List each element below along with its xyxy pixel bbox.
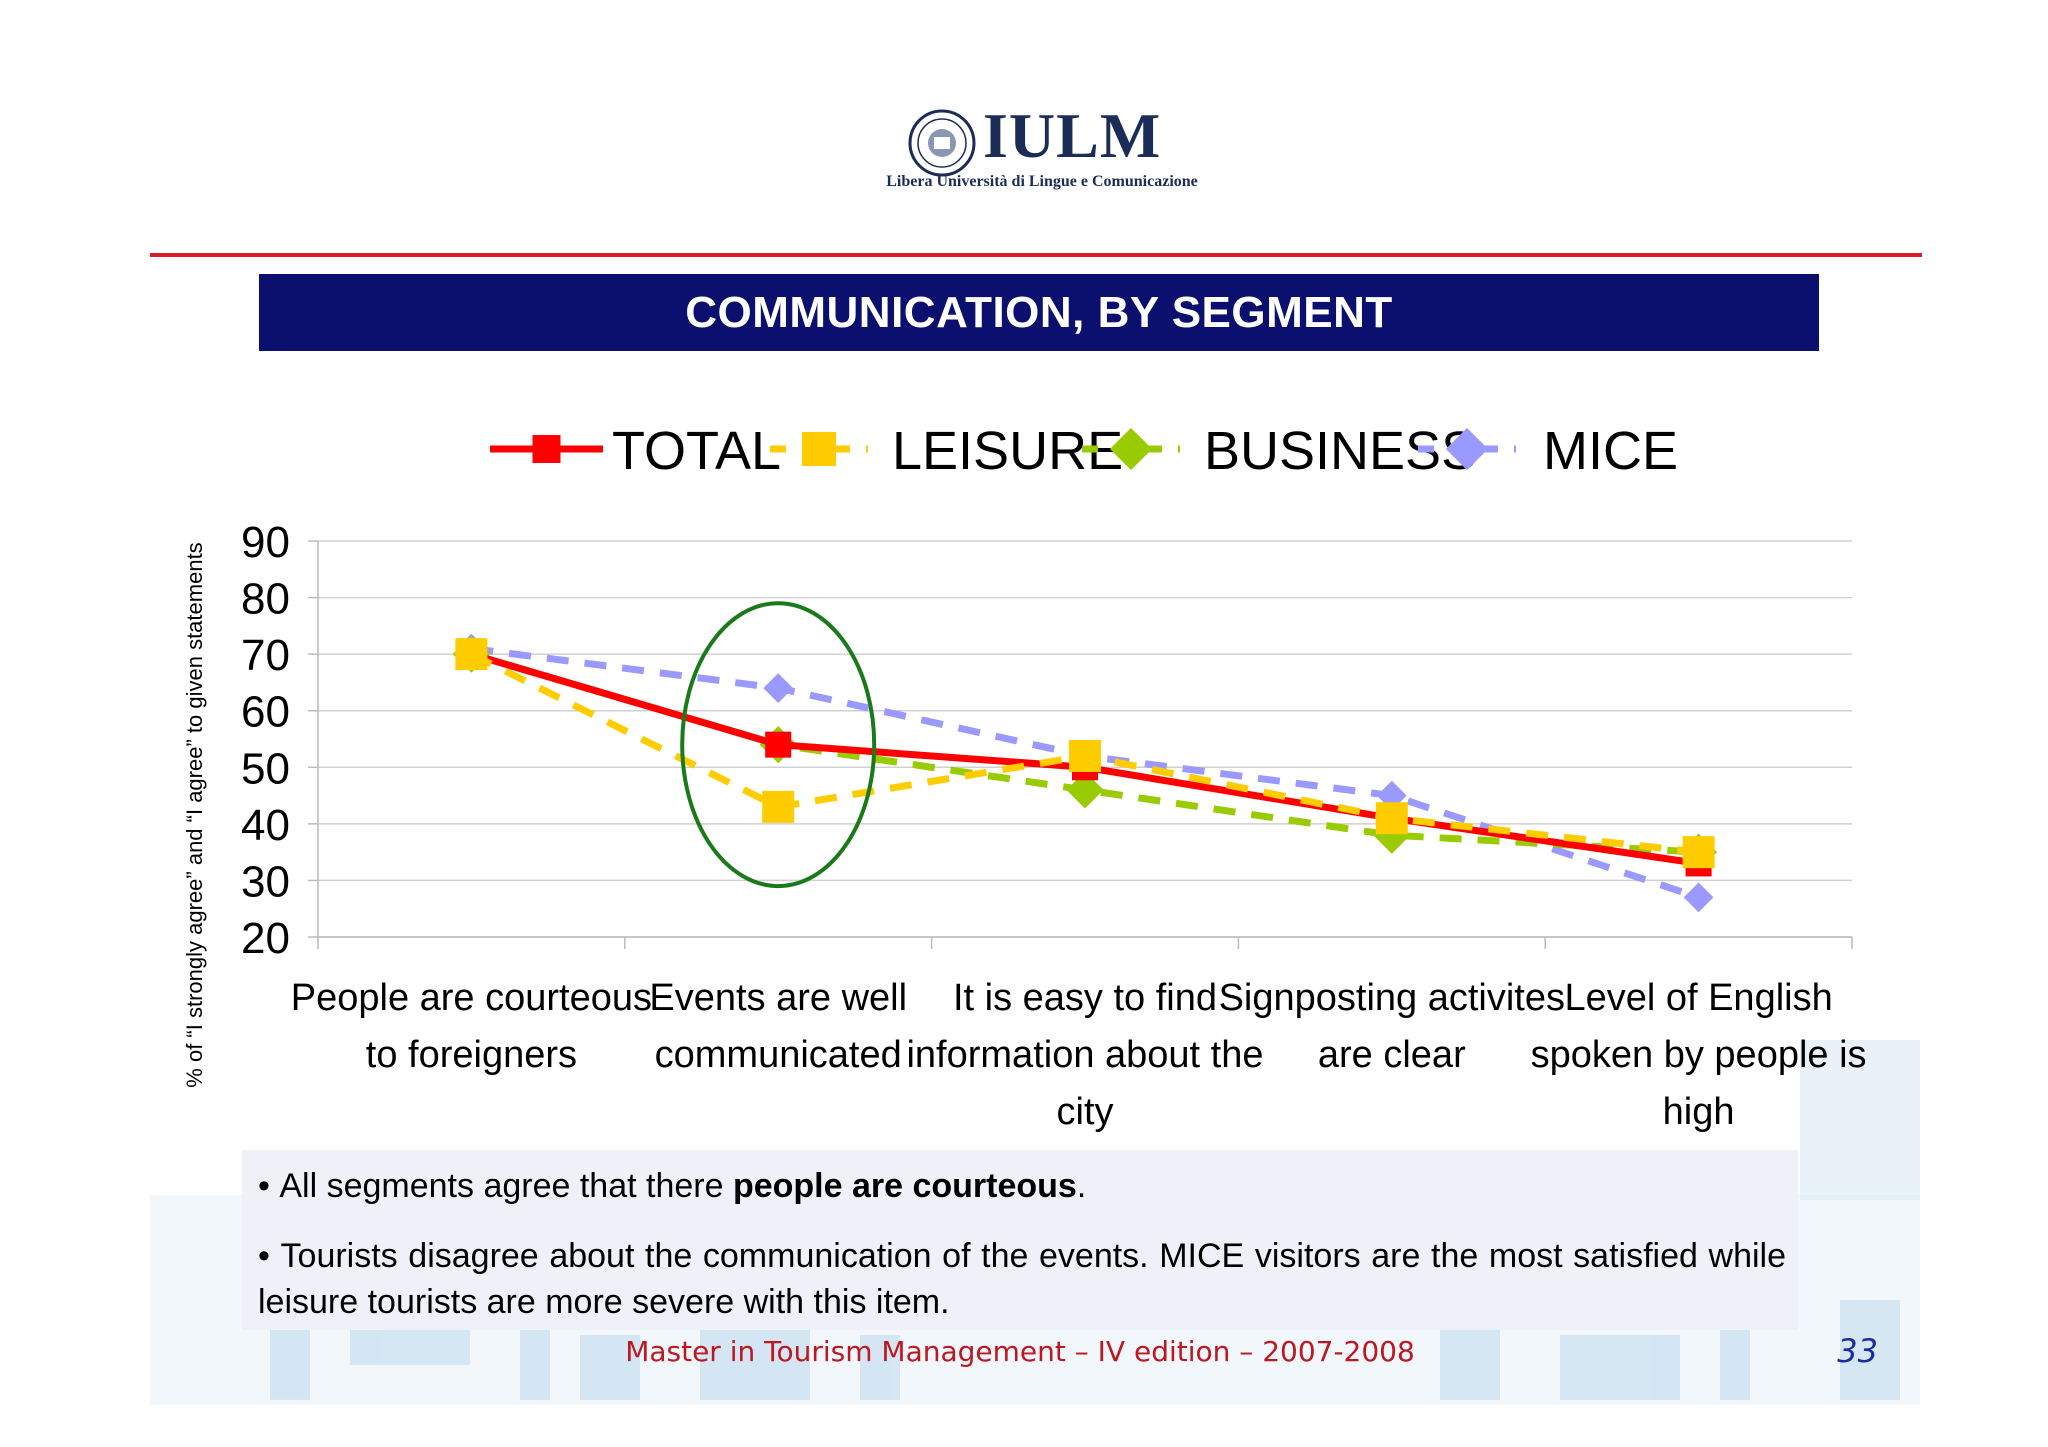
x-tick-label-line: spoken by people is [1531,1034,1867,1076]
page-number: 33 [1837,1332,1878,1370]
y-axis-title: % of “I strongly agree” and “I agree” to… [182,542,207,1088]
logo-subtitle: Libera Università di Lingue e Comunicazi… [886,173,1198,190]
legend-label-total: TOTAL [612,421,781,481]
note-1-suffix: . [1076,1167,1087,1205]
x-tick-label-line: to foreigners [366,1034,577,1076]
y-tick-label: 60 [241,688,290,737]
legend-marker-total [532,435,561,463]
x-tick-label: Level of English spoken by people is high [1531,977,1867,1133]
x-tick-label: Signposting activites are clear [1219,977,1565,1076]
y-tick-label: 20 [241,914,290,963]
data-point-mice [763,673,794,703]
line-chart: 20 30 40 50 60 70 80 90 People are courteous to f… [241,421,1867,1133]
logo-name: IULM [983,100,1162,171]
header-divider [150,253,1922,257]
note-1-bold: people are courteous [732,1167,1077,1205]
note-1-prefix: All segments agree that there [279,1167,733,1205]
x-tick-label-line: information about the [906,1034,1263,1076]
x-tick-label-line: Signposting activites [1219,977,1565,1019]
y-tick-label: 80 [241,575,290,624]
data-point-mice [1683,882,1714,913]
data-point-leisure [1682,836,1715,869]
slide-title: COMMUNICATION, BY SEGMENT [259,274,1819,351]
footer-text: Master in Tourism Management – IV editio… [625,1335,1415,1368]
highlight-ellipse [680,601,877,889]
x-tick-label-line: are clear [1318,1034,1466,1076]
x-tick-label: Events are well communicated [649,977,907,1076]
x-tick-label-line: high [1663,1091,1735,1133]
x-tick-label-line: city [1057,1091,1114,1133]
legend-label-business: BUSINESS [1204,421,1477,481]
x-tick-label-line: People are courteous [291,977,652,1019]
slide-title-text: COMMUNICATION, BY SEGMENT [685,287,1393,337]
data-point-leisure [1375,802,1408,835]
note-2-text: Tourists disagree about the communicatio… [258,1237,1786,1321]
legend-marker-mice [1445,427,1489,471]
y-tick-label: 70 [241,631,290,680]
notes-panel [242,1150,1798,1330]
note-2: • Tourists disagree about the communicat… [258,1237,1786,1321]
data-point-total [765,731,792,758]
series-leisure [455,638,1715,869]
data-point-leisure [455,638,488,671]
x-tick-label: It is easy to find information about the c… [906,977,1263,1133]
y-tick-label: 50 [241,744,290,793]
data-point-business [1066,771,1104,809]
x-tick-label: People are courteous to foreigners [291,977,652,1076]
y-tick-label: 40 [241,801,290,850]
x-tick-label-line: Level of English [1564,977,1832,1019]
data-point-leisure [1069,739,1101,772]
x-tick-label-line: communicated [655,1034,902,1076]
x-tick-label-line: It is easy to find [953,977,1217,1019]
y-tick-label: 90 [241,518,290,567]
note-1: • All segments agree that there people a… [258,1167,1087,1205]
university-seal-icon [908,109,976,177]
iulm-logo: IULM Libera Università di Lingue e Comun… [868,100,1228,203]
legend-marker-leisure [802,432,836,466]
legend: TOTAL LEISURE BUSINESS MICE [490,421,1678,481]
y-tick-label: 30 [241,857,290,906]
data-point-leisure [762,790,795,823]
legend-marker-business [1109,427,1153,471]
x-tick-label-line: Events are well [649,977,907,1019]
legend-label-mice: MICE [1543,421,1678,481]
